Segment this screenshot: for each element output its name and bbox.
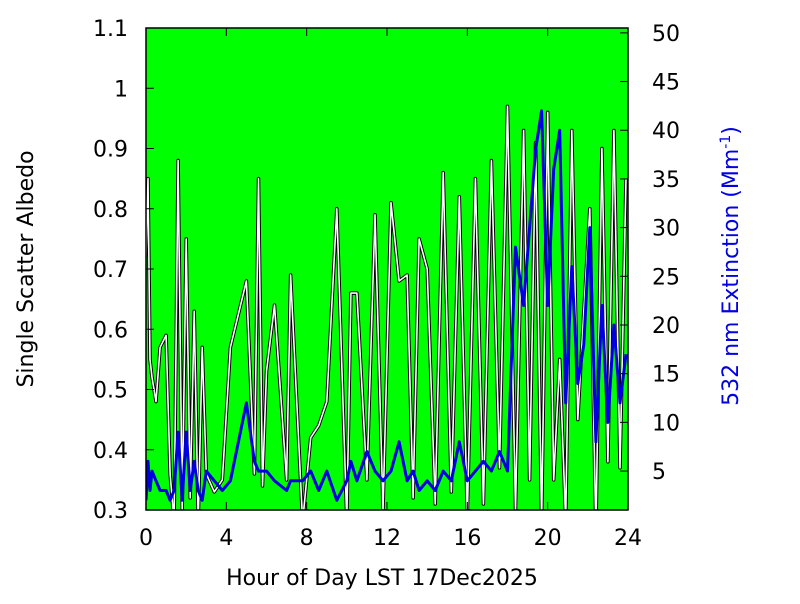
x-axis-label: Hour of Day LST 17Dec2025 bbox=[226, 566, 538, 591]
y2-axis-label: 532 nm Extinction (Mm-1) bbox=[718, 126, 744, 406]
y2-tick-label: 40 bbox=[652, 119, 680, 144]
x-tick-label: 4 bbox=[219, 526, 233, 551]
y-axis-label: Single Scatter Albedo bbox=[14, 150, 39, 387]
y-tick-label: 1.1 bbox=[93, 17, 128, 42]
y2-tick-label: 50 bbox=[652, 22, 680, 47]
y2-tick-label: 30 bbox=[652, 217, 680, 242]
y-tick-label: 1 bbox=[114, 77, 128, 102]
y-tick-label: 0.7 bbox=[93, 258, 128, 283]
y-tick-label: 0.4 bbox=[93, 439, 128, 464]
y2-label-sup: -1 bbox=[718, 135, 734, 149]
y-tick-label: 0.6 bbox=[93, 318, 128, 343]
y2-label-text: 532 nm Extinction (Mm bbox=[719, 149, 744, 406]
albedo-line bbox=[146, 105, 627, 510]
y2-tick-label: 15 bbox=[652, 363, 680, 388]
y2-tick-label: 35 bbox=[652, 168, 680, 193]
y-tick-label: 0.9 bbox=[93, 138, 128, 163]
y-tick-label: 0.3 bbox=[93, 499, 128, 524]
x-tick-label: 8 bbox=[300, 526, 314, 551]
x-tick-label: 12 bbox=[373, 526, 401, 551]
x-tick-label: 0 bbox=[139, 526, 153, 551]
y2-tick-label: 10 bbox=[652, 411, 680, 436]
y2-tick-label: 45 bbox=[652, 71, 680, 96]
extinction-line bbox=[146, 109, 628, 502]
y2-tick-label: 25 bbox=[652, 265, 680, 290]
y-tick-label: 0.5 bbox=[93, 379, 128, 404]
x-tick-label: 20 bbox=[534, 526, 562, 551]
x-tick-label: 16 bbox=[453, 526, 481, 551]
plot-lines bbox=[146, 104, 628, 510]
y2-tick-label: 20 bbox=[652, 314, 680, 339]
x-tick-label: 24 bbox=[614, 526, 642, 551]
y2-tick-label: 5 bbox=[652, 460, 666, 485]
y2-label-end: ) bbox=[719, 126, 744, 135]
y-tick-label: 0.8 bbox=[93, 198, 128, 223]
